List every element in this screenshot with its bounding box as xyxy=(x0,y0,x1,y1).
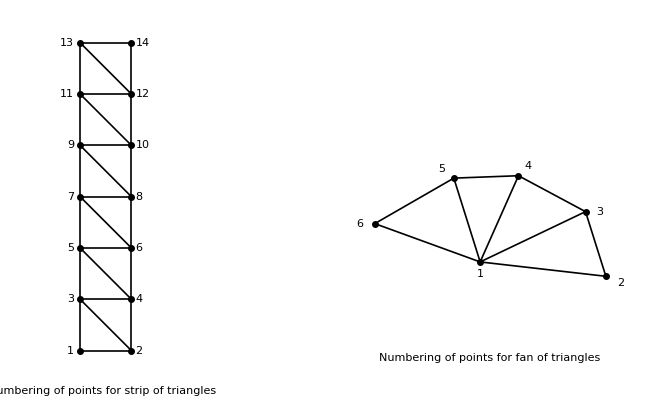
Text: 6: 6 xyxy=(356,218,363,229)
Text: 4: 4 xyxy=(136,294,143,304)
Text: 14: 14 xyxy=(136,38,149,48)
Text: 4: 4 xyxy=(524,161,531,171)
Text: 3: 3 xyxy=(596,206,603,217)
Text: 10: 10 xyxy=(136,140,149,150)
Text: 11: 11 xyxy=(60,89,74,99)
Text: 5: 5 xyxy=(438,164,446,173)
Text: 2: 2 xyxy=(136,346,143,356)
Text: 6: 6 xyxy=(136,243,143,253)
Text: 1: 1 xyxy=(477,269,484,279)
Text: 12: 12 xyxy=(136,89,149,99)
Text: 2: 2 xyxy=(617,278,624,289)
Text: 7: 7 xyxy=(67,192,74,202)
Text: Numbering of points for fan of triangles: Numbering of points for fan of triangles xyxy=(379,354,600,363)
Text: 13: 13 xyxy=(60,38,74,48)
Text: Numbering of points for strip of triangles: Numbering of points for strip of triangl… xyxy=(0,387,217,396)
Text: 1: 1 xyxy=(67,346,74,356)
Text: 3: 3 xyxy=(67,294,74,304)
Text: 9: 9 xyxy=(67,140,74,150)
Text: 5: 5 xyxy=(67,243,74,253)
Text: 8: 8 xyxy=(136,192,143,202)
